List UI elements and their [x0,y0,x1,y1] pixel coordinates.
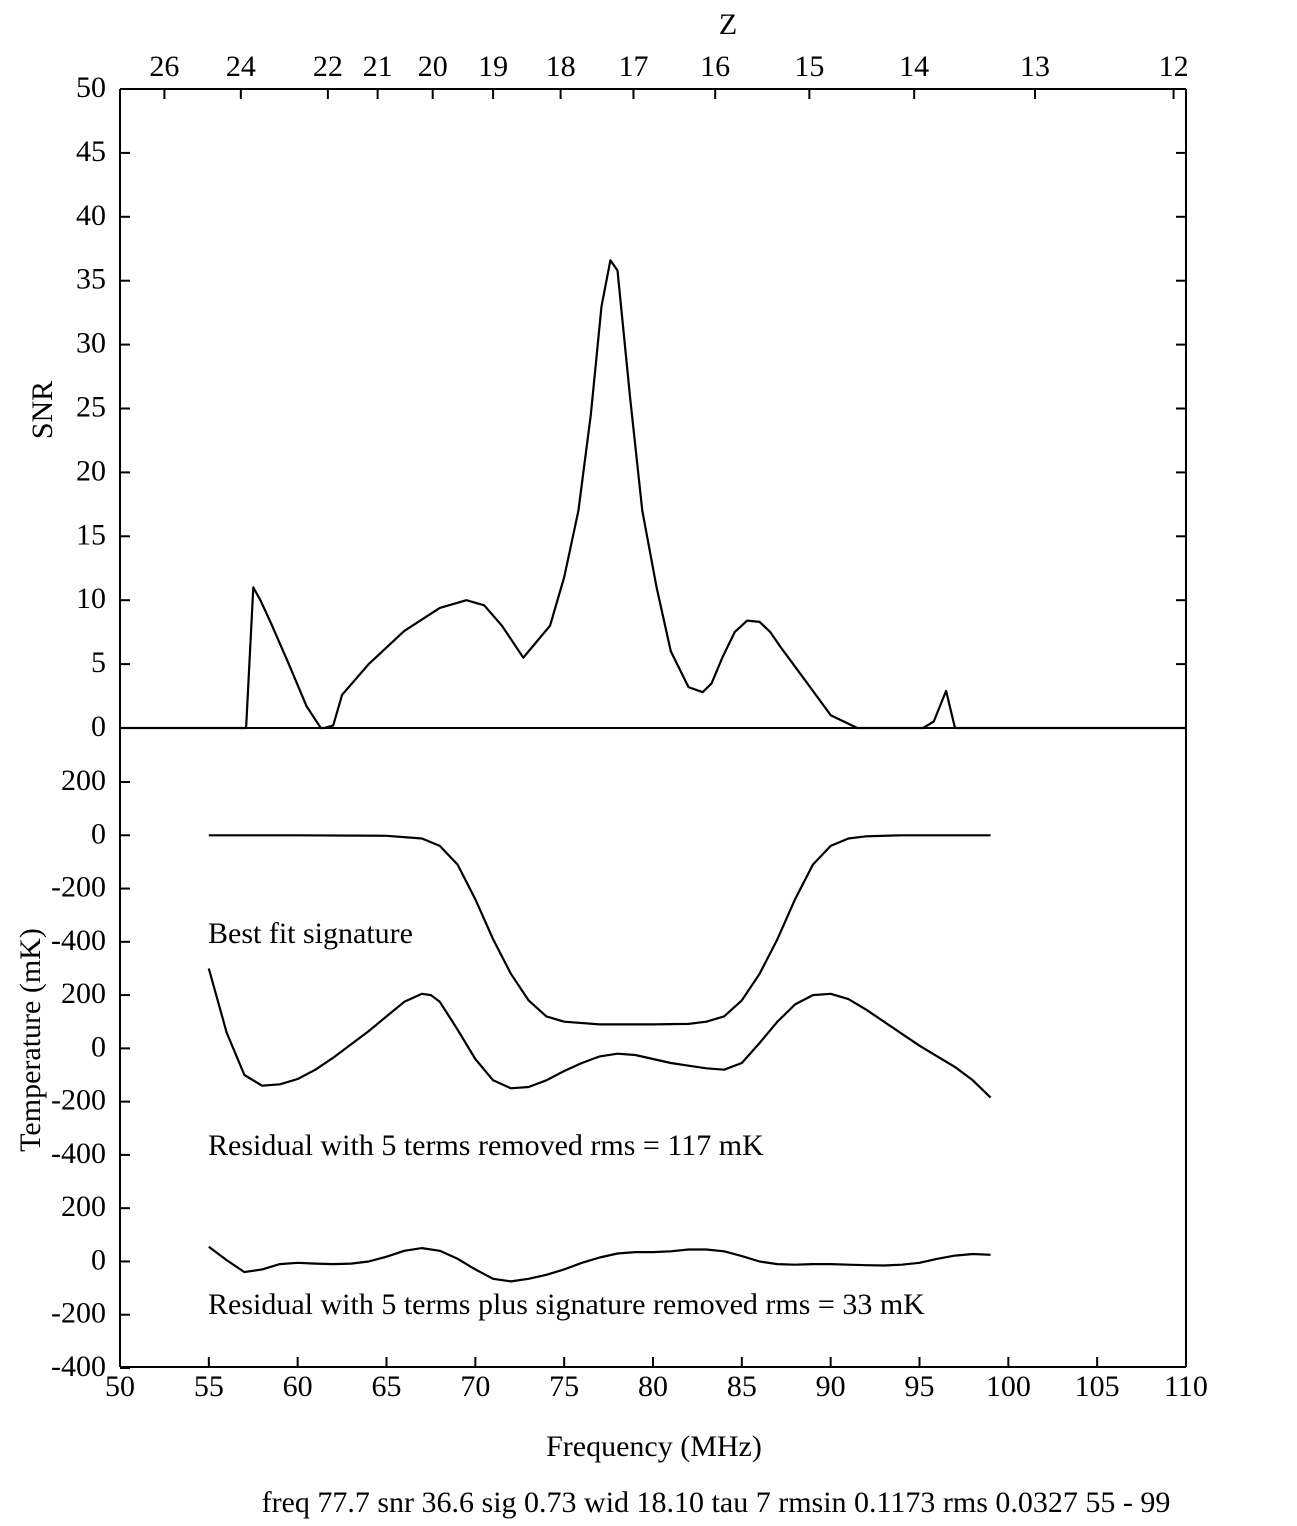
temp-tick-label-1: 0 [91,817,106,850]
temp-tick-label-7: -400 [51,1137,106,1170]
z-tick-label-21: 21 [363,50,393,83]
top-axis-title: Z [719,8,737,41]
temp-tick-label-8: 200 [61,1190,106,1223]
x-tick-label-80: 80 [638,1370,668,1403]
annotation-residual-5-terms-plus-signature: Residual with 5 terms plus signature rem… [208,1288,925,1321]
snr-tick-label-15: 15 [76,518,106,551]
annotation-residual-5-terms: Residual with 5 terms removed rms = 117 … [208,1129,764,1162]
x-tick-label-75: 75 [549,1370,579,1403]
temp-tick-label-5: 0 [91,1030,106,1063]
snr-tick-label-45: 45 [76,135,106,168]
temp-tick-label-10: -200 [51,1297,106,1330]
temp-tick-label-3: -400 [51,924,106,957]
z-tick-label-15: 15 [794,50,824,83]
snr-tick-label-25: 25 [76,391,106,424]
temp-series-line-1 [207,968,992,1099]
snr-tick-label-10: 10 [76,582,106,615]
x-tick-label-105: 105 [1075,1370,1120,1403]
z-tick-label-19: 19 [478,50,508,83]
snr-tick-label-40: 40 [76,199,106,232]
temp-tick-label-2: -200 [51,871,106,904]
x-tick-label-60: 60 [283,1370,313,1403]
temp-series-line-2 [208,1245,991,1283]
x-tick-label-65: 65 [372,1370,402,1403]
snr-tick-label-20: 20 [76,454,106,487]
snr-tick-label-0: 0 [91,710,106,743]
z-tick-label-22: 22 [313,50,343,83]
snr-tick-label-50: 50 [76,71,106,104]
temp-tick-label-4: 200 [61,977,106,1010]
footer-stats: freq 77.7 snr 36.6 sig 0.73 wid 18.10 ta… [262,1486,1171,1519]
x-tick-label-55: 55 [194,1370,224,1403]
z-tick-label-16: 16 [700,50,730,83]
snr-axis-title: SNR [26,381,59,439]
z-tick-label-26: 26 [149,50,179,83]
tick-marks [119,88,1187,1369]
temp-tick-label-0: 200 [61,764,106,797]
x-tick-label-50: 50 [105,1370,135,1403]
x-tick-label-70: 70 [460,1370,490,1403]
z-tick-label-14: 14 [899,50,929,83]
snr-series-line-0 [120,259,1186,730]
z-tick-label-20: 20 [418,50,448,83]
temp-tick-label-11: -400 [51,1350,106,1383]
z-tick-label-12: 12 [1159,50,1189,83]
z-tick-label-17: 17 [618,50,648,83]
x-axis-title: Frequency (MHz) [546,1430,762,1463]
x-tick-label-110: 110 [1164,1370,1208,1403]
series-lines [120,259,1186,1283]
temp-tick-label-9: 0 [91,1243,106,1276]
annotation-best-fit: Best fit signature [208,917,413,950]
x-tick-label-90: 90 [816,1370,846,1403]
snr-tick-label-35: 35 [76,263,106,296]
z-tick-label-24: 24 [226,50,256,83]
temperature-axis-title: Temperature (mK) [14,928,47,1152]
x-tick-label-85: 85 [727,1370,757,1403]
temp-series-line-0 [208,834,991,1026]
x-tick-label-95: 95 [905,1370,935,1403]
snr-tick-label-5: 5 [91,646,106,679]
temp-tick-label-6: -200 [51,1084,106,1117]
x-tick-label-100: 100 [986,1370,1031,1403]
z-tick-label-13: 13 [1020,50,1050,83]
snr-tick-label-30: 30 [76,327,106,360]
z-tick-label-18: 18 [546,50,576,83]
